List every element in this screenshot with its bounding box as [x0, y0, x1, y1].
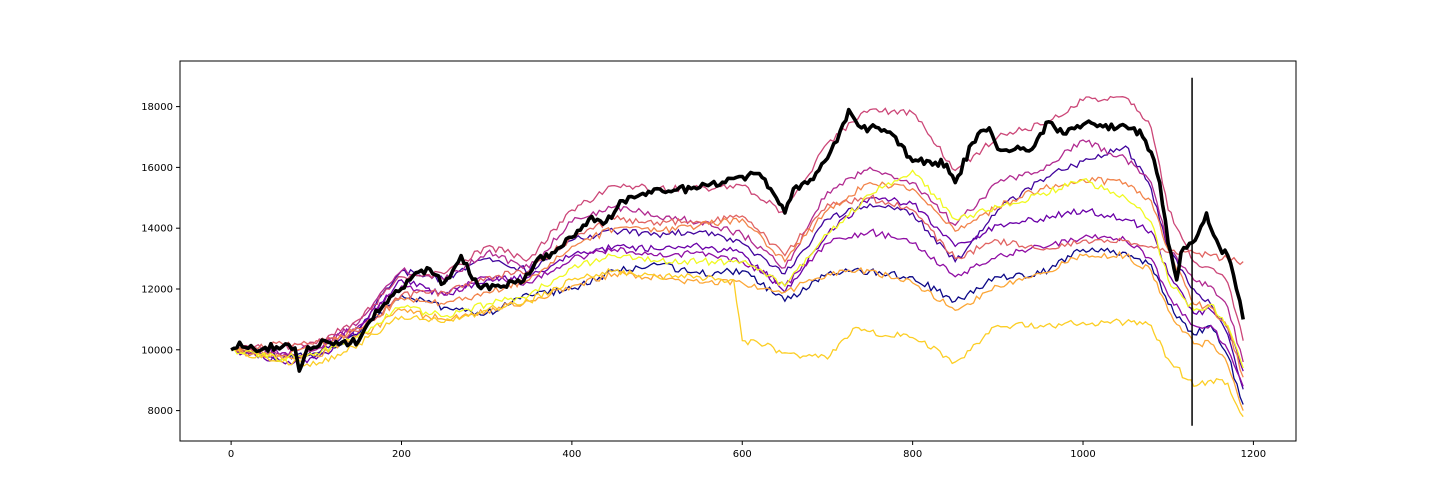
- highlight-series-line: [230, 107, 1245, 373]
- series-line-6: [230, 95, 1244, 353]
- x-tick-label: 1200: [1241, 449, 1266, 460]
- plot-frame: [179, 60, 1297, 442]
- series-line-3: [230, 196, 1244, 372]
- y-axis: 8000 10000 12000 14000 16000 18000: [141, 102, 180, 417]
- series-line-11: [231, 169, 1244, 369]
- series-line-10: [231, 267, 1244, 418]
- series-line-5: [230, 139, 1244, 363]
- x-tick-label: 1000: [1070, 449, 1095, 460]
- x-tick-label: 800: [903, 449, 922, 460]
- y-tick-label: 16000: [141, 163, 173, 174]
- series-line-7: [230, 194, 1244, 352]
- x-tick-label: 0: [228, 449, 234, 460]
- x-axis: 0 200 400 600 800 1000 1200: [228, 441, 1266, 460]
- series-line-9: [230, 250, 1244, 411]
- x-tick-label: 200: [392, 449, 411, 460]
- y-tick-label: 12000: [141, 285, 173, 296]
- y-tick-label: 10000: [141, 345, 173, 356]
- x-tick-label: 600: [733, 449, 752, 460]
- y-tick-label: 18000: [141, 102, 173, 113]
- series-layer: [230, 95, 1244, 418]
- series-line-8: [230, 176, 1244, 378]
- y-tick-label: 14000: [141, 224, 173, 235]
- highlight-layer: [230, 107, 1245, 373]
- x-tick-label: 400: [562, 449, 581, 460]
- y-tick-label: 8000: [148, 406, 173, 417]
